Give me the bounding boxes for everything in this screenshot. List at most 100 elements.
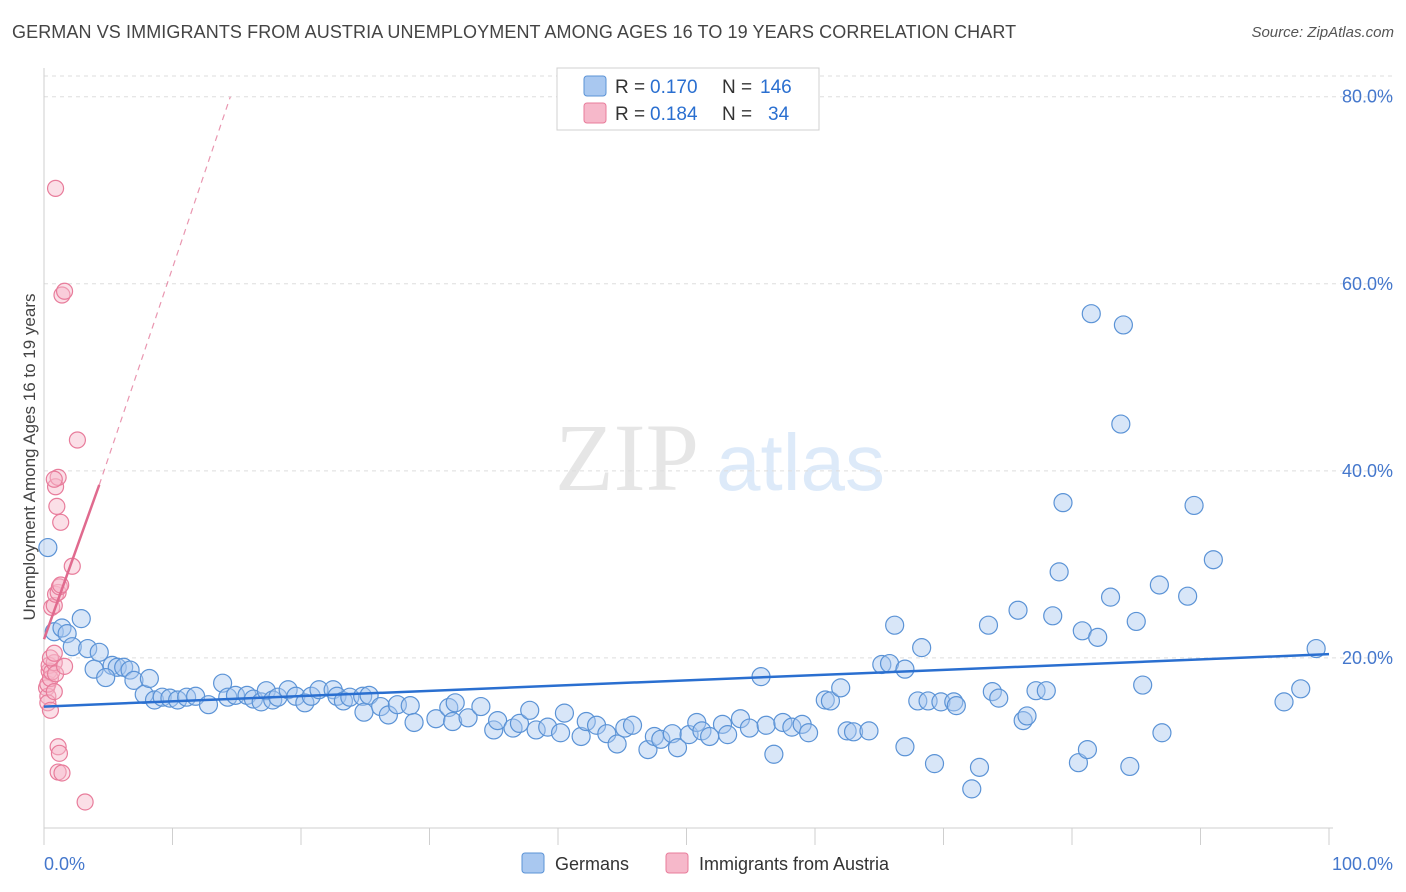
germans-point (859, 721, 879, 741)
austria-point (41, 701, 60, 719)
germans-point (1120, 756, 1140, 777)
germans-point (554, 703, 575, 723)
gridlines (44, 75, 1393, 659)
austria-point (53, 764, 71, 782)
germans-point (1008, 600, 1028, 620)
germans-point (1126, 611, 1146, 632)
germans-point (62, 637, 82, 657)
germans-point (739, 718, 760, 738)
austria-point (45, 644, 63, 662)
axes (43, 68, 1333, 829)
chart-title: GERMAN VS IMMIGRANTS FROM AUSTRIA UNEMPL… (12, 22, 1017, 42)
germans-point (1149, 575, 1169, 595)
germans-point (359, 685, 379, 705)
legend-austria-n-value: 34 (768, 104, 790, 125)
germans-point (1178, 586, 1198, 606)
germans-point (1068, 753, 1089, 773)
germans-point (1043, 606, 1063, 626)
austria-point (50, 744, 69, 762)
germans-point (885, 615, 905, 635)
germans-point (1133, 675, 1153, 695)
germans-point (969, 757, 990, 777)
germans-point (52, 618, 72, 638)
germans-point (1036, 681, 1056, 701)
y-tick-label: 60.0% (1342, 274, 1393, 294)
germans-point (1077, 739, 1098, 760)
austria-point (76, 793, 94, 811)
germans-point (622, 715, 643, 735)
stats-legend: R = 0.170 N = 146 R = 0.184 N = 34 (556, 67, 820, 131)
austria-point (46, 179, 65, 197)
germans-point (71, 609, 91, 629)
germans-point (908, 691, 928, 711)
germans-point (837, 721, 857, 741)
source-label: Source: ZipAtlas.com (1251, 24, 1394, 41)
germans-point (831, 678, 851, 698)
legend-austria-r-label: R = (615, 104, 645, 125)
legend-germans-n-label: N = (722, 77, 752, 98)
x-tick-label-min: 0.0% (44, 854, 85, 874)
germans-point (1291, 679, 1311, 699)
germans-point (218, 687, 238, 707)
germans-point (353, 686, 373, 706)
germans-point (773, 712, 793, 733)
germans-point (263, 690, 283, 710)
germans-point (1049, 562, 1069, 582)
germans-point (1152, 723, 1172, 743)
x-tick-label-max: 100.0% (1332, 854, 1393, 874)
legend-austria-n-label: N = (722, 104, 752, 125)
germans-point (1088, 627, 1108, 647)
austria-point (49, 738, 67, 756)
germans-point (1100, 587, 1121, 607)
germans-point (526, 720, 546, 740)
germans-point (1081, 304, 1101, 324)
germans-point (764, 744, 784, 764)
legend-germans-n-value: 146 (760, 77, 792, 98)
germans-point (712, 714, 733, 734)
germans-point (509, 713, 530, 734)
legend-germans-r-value: 0.170 (650, 77, 698, 98)
germans-point (78, 638, 98, 659)
germans-point (96, 667, 116, 688)
germans-point (1203, 550, 1223, 570)
germans-point (1017, 706, 1037, 726)
bottom-legend-label-germans: Germans (555, 854, 629, 874)
germans-point (615, 718, 635, 738)
germans-point (924, 754, 945, 774)
germans-point (1111, 414, 1131, 434)
germans-point (89, 642, 109, 662)
germans-point (144, 690, 165, 710)
germans-point (1274, 692, 1294, 712)
series-germans-points (38, 304, 1326, 799)
germans-point (400, 696, 420, 716)
germans-point (120, 660, 140, 680)
germans-point (820, 691, 841, 711)
austria-point (41, 669, 60, 688)
germans-point (798, 723, 819, 743)
germans-point (354, 702, 374, 722)
y-tick-label: 80.0% (1342, 87, 1393, 107)
bottom-legend-swatch-germans (521, 852, 545, 874)
austria-point (55, 282, 74, 300)
germans-point (484, 720, 504, 740)
germans-point (989, 688, 1009, 708)
germans-point (895, 737, 915, 757)
y-tick-label: 40.0% (1342, 461, 1393, 481)
series-legend: Germans Immigrants from Austria (521, 852, 890, 874)
germans-point (1053, 493, 1073, 513)
bottom-legend-label-austria: Immigrants from Austria (699, 854, 890, 874)
y-axis-tick-labels: 20.0% 40.0% 60.0% 80.0% (1342, 87, 1393, 668)
germans-point (443, 711, 463, 732)
germans-point (843, 722, 864, 742)
germans-point (597, 724, 617, 744)
germans-point (256, 681, 276, 701)
austria-trend-extension (98, 96, 231, 486)
austria-point (68, 431, 87, 449)
germans-point (607, 734, 627, 754)
series-austria-points (37, 179, 94, 811)
germans-point (488, 710, 508, 731)
germans-point (550, 723, 571, 743)
germans-point (1026, 681, 1046, 701)
germans-point (962, 779, 982, 799)
